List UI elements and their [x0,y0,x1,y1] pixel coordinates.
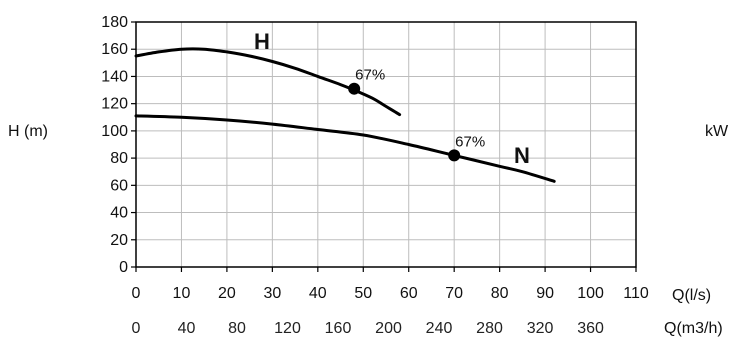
y-tick-label: 180 [101,14,128,31]
efficiency-point-label: 67% [455,133,485,150]
x-tick-label: 100 [577,285,604,302]
x-tick-label: 80 [491,285,509,302]
y-tick-label: 140 [101,68,128,85]
x-tick-label: 0 [132,285,141,302]
secondary-x-axis-label: Q(m3/h) [664,320,723,337]
secondary-x-tick-label: 200 [375,320,402,337]
series-line-n [134,114,556,183]
secondary-x-tick-label: 160 [325,320,352,337]
x-tick-label: 90 [536,285,554,302]
x-tick-label: 50 [354,285,372,302]
y-tick-label: 120 [101,96,128,113]
x-axis-label: Q(l/s) [672,287,711,304]
y-tick-label: 0 [119,259,128,276]
curve-name-n: N [514,143,530,168]
secondary-x-tick-label: 320 [527,320,554,337]
y-tick-label: 80 [110,150,128,167]
secondary-x-tick-label: 120 [274,320,301,337]
secondary-x-axis-ticks: 0 40 80 120 160 200 240 280 320 360 [132,320,604,337]
x-tick-label: 110 [623,285,649,302]
x-axis-ticks: 0 10 20 30 40 50 60 70 80 90 100 110 [132,267,649,302]
x-tick-label: 40 [309,285,327,302]
efficiency-point [348,82,361,95]
efficiency-point-label: 67% [355,67,385,84]
curves [134,47,556,183]
y-tick-label: 40 [110,205,128,222]
x-tick-label: 30 [263,285,281,302]
y-tick-label: 20 [110,232,128,249]
y-tick-label: 60 [110,177,128,194]
y-tick-label: 100 [101,123,128,140]
plot-frame [135,21,637,268]
secondary-x-tick-label: 280 [476,320,503,337]
efficiency-point [448,149,461,162]
curve-name-h: H [254,29,270,54]
efficiency-points: 67% 67% [348,67,485,162]
x-tick-label: 10 [173,285,191,302]
series-line-h [134,47,402,117]
secondary-x-tick-label: 80 [228,320,246,337]
x-tick-label: 70 [445,285,463,302]
y-tick-label: 160 [101,41,128,58]
secondary-x-tick-label: 40 [178,320,196,337]
secondary-x-tick-label: 360 [577,320,604,337]
secondary-x-tick-label: 240 [426,320,453,337]
x-tick-label: 20 [218,285,236,302]
x-tick-label: 60 [400,285,418,302]
plot-area [136,22,636,267]
y-axis-label: H (m) [8,123,48,140]
y-axis-ticks: 0 20 40 60 80 100 120 140 160 180 [101,14,136,276]
grid [136,22,636,267]
y-right-axis-label: kW [705,123,729,140]
secondary-x-tick-label: 0 [132,320,141,337]
